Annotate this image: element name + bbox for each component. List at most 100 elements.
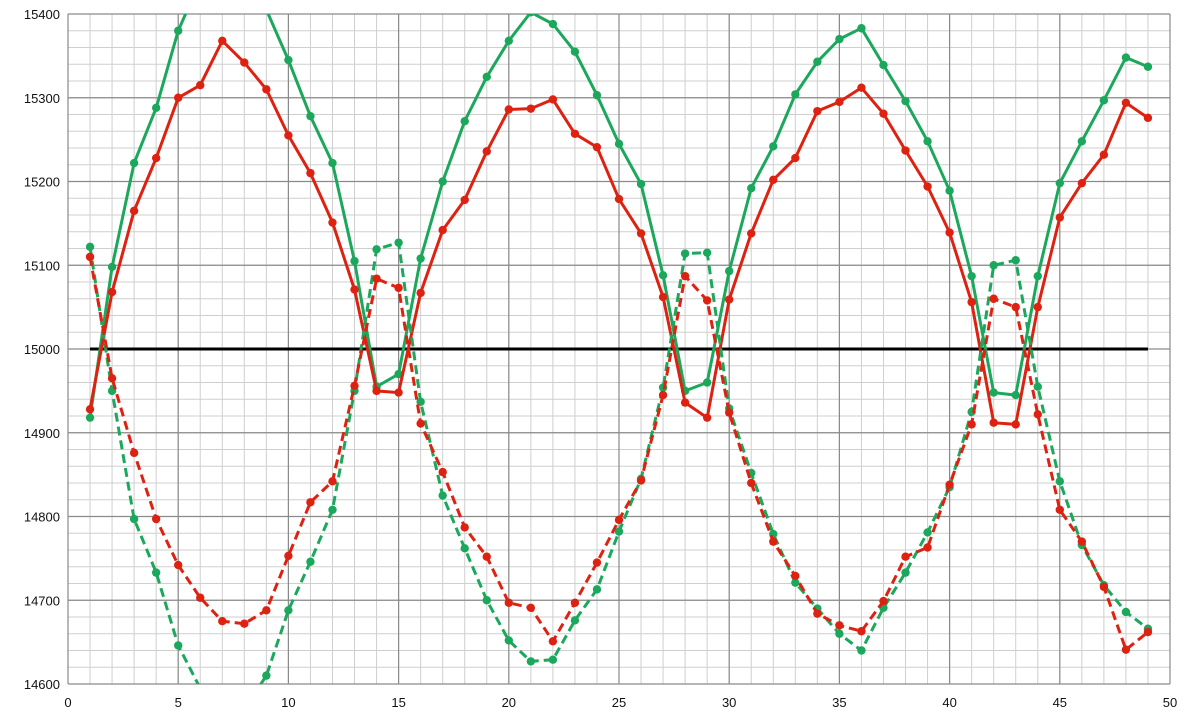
data-point: [350, 256, 359, 266]
data-point: [614, 139, 624, 149]
data-point: [438, 177, 447, 186]
data-point: [813, 106, 822, 116]
data-point: [85, 252, 95, 262]
data-point: [526, 14, 535, 17]
data-point: [482, 147, 491, 156]
data-point: [1055, 213, 1065, 222]
data-point: [592, 91, 602, 100]
data-point: [328, 477, 337, 486]
data-point: [923, 528, 932, 537]
data-point: [1099, 96, 1109, 105]
data-point: [857, 24, 866, 33]
data-point: [570, 598, 580, 607]
data-point: [680, 398, 690, 407]
data-point: [989, 261, 998, 270]
data-point: [791, 153, 800, 163]
data-point: [438, 467, 447, 477]
data-point: [350, 285, 359, 294]
data-point: [151, 103, 161, 113]
data-point: [107, 262, 117, 272]
data-point: [901, 568, 910, 577]
data-point: [526, 657, 536, 666]
data-point: [394, 388, 403, 397]
data-point: [747, 478, 756, 488]
data-point: [923, 137, 932, 146]
data-point: [240, 58, 249, 67]
data-point: [1143, 113, 1153, 123]
data-point: [636, 179, 646, 189]
x-tick-label: 5: [175, 695, 182, 710]
x-tick-label: 40: [942, 695, 956, 710]
data-point: [1011, 390, 1020, 400]
series-1: [85, 14, 1153, 422]
data-point: [1033, 302, 1042, 312]
data-point: [438, 225, 447, 235]
y-tick-label: 15100: [24, 258, 60, 273]
data-point: [1077, 178, 1087, 188]
data-point: [107, 374, 117, 383]
data-point: [284, 131, 293, 140]
data-point: [1121, 53, 1131, 62]
data-point: [857, 83, 866, 92]
data-point: [791, 578, 800, 587]
data-point: [174, 560, 183, 570]
data-point: [636, 229, 646, 238]
data-point: [1011, 420, 1020, 429]
y-tick-label: 14600: [24, 677, 60, 692]
data-point: [879, 596, 888, 606]
x-tick-label: 0: [64, 695, 71, 710]
data-point: [284, 55, 293, 65]
series-4: [85, 252, 1153, 654]
data-point: [725, 266, 734, 276]
data-point: [769, 175, 778, 185]
data-point: [504, 36, 513, 45]
data-point: [1055, 178, 1065, 188]
data-point: [129, 514, 139, 524]
data-point: [482, 72, 491, 82]
data-point: [262, 671, 271, 680]
data-point: [504, 598, 513, 607]
data-point: [394, 238, 403, 247]
data-point: [284, 606, 293, 615]
data-point: [570, 616, 580, 625]
data-point: [614, 194, 624, 204]
data-point: [680, 271, 690, 281]
data-point: [725, 295, 734, 304]
x-tick-label: 15: [391, 695, 405, 710]
data-point: [1033, 410, 1042, 419]
data-point: [482, 596, 491, 605]
data-point: [504, 636, 513, 645]
x-tick-label: 20: [502, 695, 516, 710]
data-point: [107, 287, 117, 297]
data-point: [1121, 645, 1131, 654]
data-point: [416, 419, 425, 428]
data-point: [769, 537, 778, 546]
data-point: [196, 80, 205, 90]
y-tick-label: 14800: [24, 510, 60, 525]
data-point: [1055, 505, 1065, 514]
data-point: [548, 19, 558, 29]
data-point: [1143, 627, 1153, 637]
data-point: [1011, 302, 1020, 312]
data-point: [570, 47, 580, 56]
data-point: [350, 381, 359, 391]
data-point: [199, 683, 201, 684]
data-point: [835, 34, 844, 44]
y-tick-label: 15200: [24, 175, 60, 190]
x-tick-label: 10: [281, 695, 295, 710]
data-point: [879, 60, 888, 70]
y-tick-labels: 14600 14700 14800 14900 15000 15100 15200 15300…: [24, 7, 60, 692]
data-point: [1121, 607, 1131, 617]
data-point: [945, 480, 954, 489]
data-point: [174, 93, 183, 102]
data-point: [1077, 137, 1087, 146]
data-point: [151, 568, 161, 577]
data-point: [266, 14, 267, 15]
data-point: [1033, 271, 1042, 281]
data-point: [747, 184, 756, 193]
data-point: [85, 413, 95, 422]
data-point: [129, 448, 139, 458]
data-point: [129, 158, 139, 168]
data-point: [1143, 62, 1153, 71]
